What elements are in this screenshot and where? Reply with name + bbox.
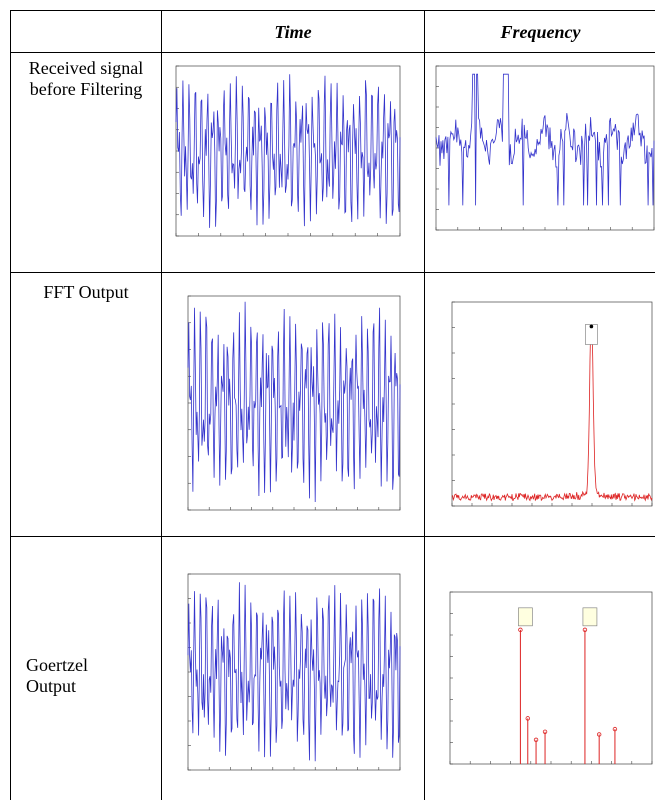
fft-spectrum-line — [452, 327, 652, 501]
table-header-rule — [10, 52, 655, 53]
goertzel-time-series-line — [188, 582, 400, 761]
table-border-top — [10, 10, 655, 11]
peak-datatip — [518, 608, 532, 626]
plot-axes-frame — [452, 302, 652, 506]
peak-datatip — [583, 608, 597, 626]
received-spectrum-line — [436, 74, 654, 205]
fft-frequency-plot — [438, 294, 656, 524]
received-time-series-line — [176, 74, 400, 228]
received-frequency-plot — [432, 58, 656, 248]
goertzel-time-plot — [178, 562, 408, 790]
column-header-time: Time — [162, 14, 424, 50]
row-label-fft: FFT Output — [12, 282, 160, 303]
row-label-goertzel: Goertzel Output — [26, 655, 136, 697]
goertzel-frequency-plot — [438, 578, 656, 773]
fft-time-plot — [178, 282, 408, 532]
plot-axes-frame — [450, 592, 652, 764]
row-label-received: Received signal before Filtering — [12, 58, 160, 100]
peak-marker — [590, 325, 594, 329]
table-row-rule — [10, 272, 655, 273]
table-col-rule — [424, 10, 425, 800]
table-border-left — [10, 10, 11, 800]
column-header-frequency: Frequency — [425, 14, 656, 50]
table-col-rule — [161, 10, 162, 800]
table-row-rule — [10, 536, 655, 537]
received-time-plot — [168, 58, 406, 268]
fft-time-series-line — [188, 302, 400, 502]
